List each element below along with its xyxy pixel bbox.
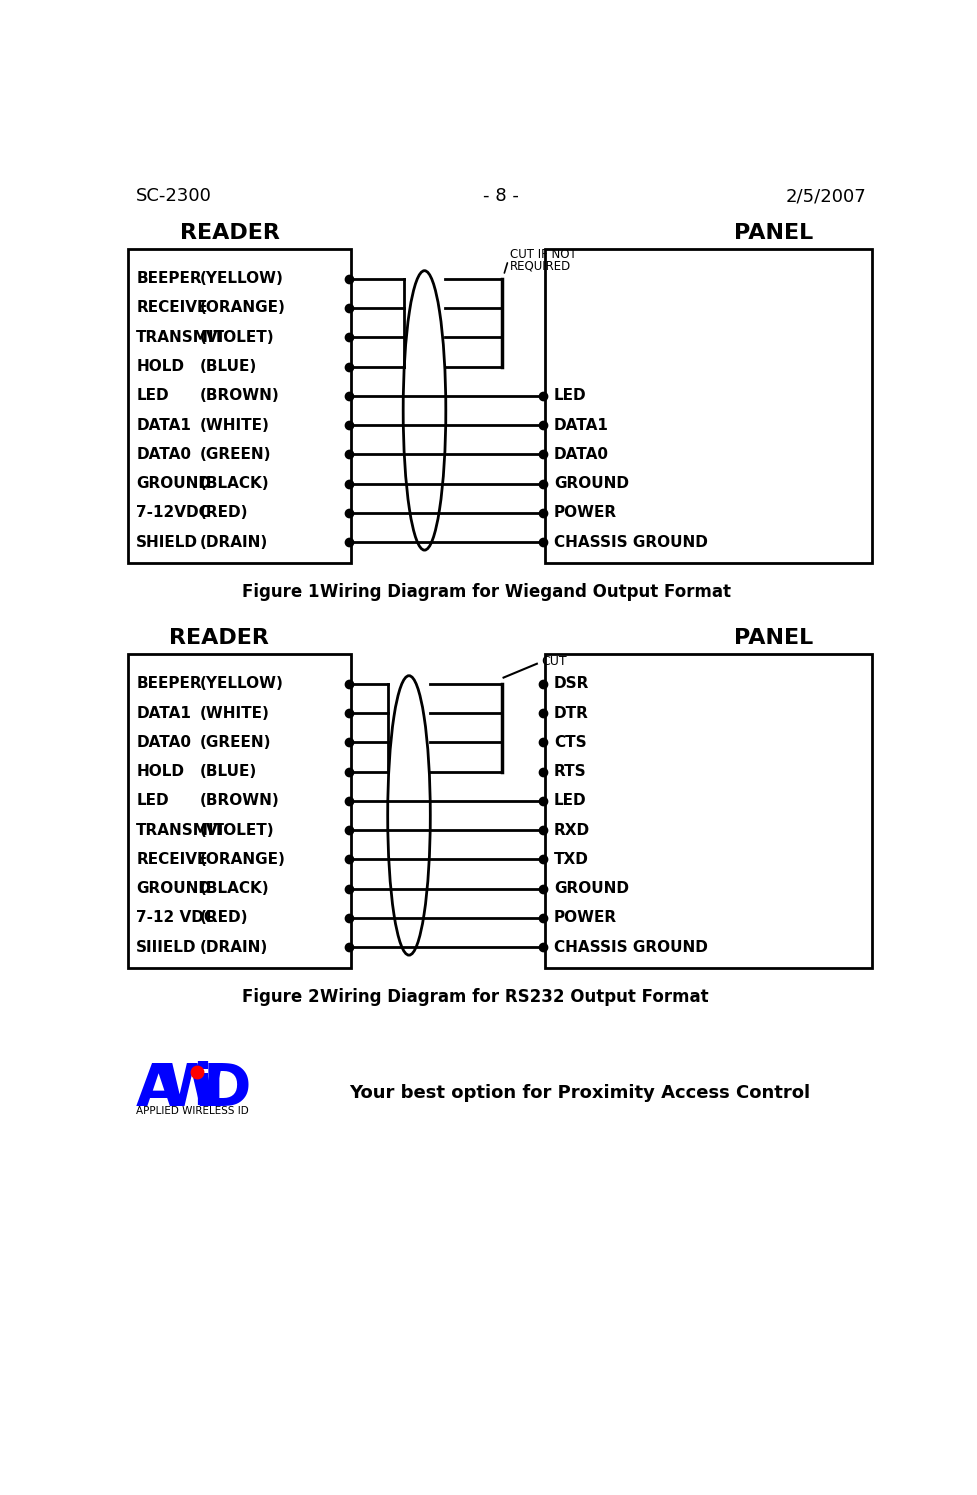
Text: POWER: POWER <box>553 910 616 925</box>
Text: (WHITE): (WHITE) <box>199 417 270 432</box>
Text: (VIOLET): (VIOLET) <box>199 822 275 837</box>
Text: (BROWN): (BROWN) <box>199 794 279 809</box>
Text: Figure 2: Figure 2 <box>242 988 319 1006</box>
Text: TRANSMIT: TRANSMIT <box>136 822 225 837</box>
Text: PANEL: PANEL <box>734 628 813 649</box>
Text: i: i <box>191 1061 212 1118</box>
Text: 7-12VDC: 7-12VDC <box>136 505 210 520</box>
Text: GROUND: GROUND <box>553 475 628 490</box>
Text: DSR: DSR <box>553 676 589 691</box>
Text: READER: READER <box>169 628 269 649</box>
Text: (YELLOW): (YELLOW) <box>199 271 283 286</box>
Text: CHASSIS GROUND: CHASSIS GROUND <box>553 535 707 550</box>
Text: Figure 1: Figure 1 <box>242 583 319 601</box>
Text: REQUIRED: REQUIRED <box>509 259 571 272</box>
Text: Wiring Diagram for Wiegand Output Format: Wiring Diagram for Wiegand Output Format <box>319 583 730 601</box>
Text: (BLACK): (BLACK) <box>199 475 269 490</box>
Text: (WHITE): (WHITE) <box>199 706 270 721</box>
Text: (RED): (RED) <box>199 505 248 520</box>
Text: LED: LED <box>136 794 169 809</box>
Text: GROUND: GROUND <box>136 475 211 490</box>
Text: (GREEN): (GREEN) <box>199 734 271 750</box>
Text: W: W <box>159 1061 224 1118</box>
Text: CUT: CUT <box>540 655 566 668</box>
Text: RECEIVE: RECEIVE <box>136 852 207 867</box>
Text: Wiring Diagram for RS232 Output Format: Wiring Diagram for RS232 Output Format <box>319 988 707 1006</box>
Bar <box>128 248 351 562</box>
Text: SIIIELD: SIIIELD <box>136 939 196 955</box>
Text: SC-2300: SC-2300 <box>136 187 212 205</box>
Text: CHASSIS GROUND: CHASSIS GROUND <box>553 939 707 955</box>
Text: HOLD: HOLD <box>136 359 184 374</box>
Text: CTS: CTS <box>553 734 586 750</box>
Text: (BLUE): (BLUE) <box>199 359 257 374</box>
Text: APPLIED WIRELESS ID: APPLIED WIRELESS ID <box>136 1106 249 1117</box>
Text: LED: LED <box>553 794 586 809</box>
Text: (BROWN): (BROWN) <box>199 389 279 404</box>
Text: BEEPER: BEEPER <box>136 271 201 286</box>
Text: DATA0: DATA0 <box>553 447 609 462</box>
Text: DATA1: DATA1 <box>136 706 191 721</box>
Text: DATA1: DATA1 <box>553 417 608 432</box>
Text: DATA1: DATA1 <box>136 417 191 432</box>
Text: (BLUE): (BLUE) <box>199 764 257 779</box>
Text: Your best option for Proximity Access Control: Your best option for Proximity Access Co… <box>349 1084 809 1102</box>
Text: DTR: DTR <box>553 706 588 721</box>
Text: (VIOLET): (VIOLET) <box>199 330 275 345</box>
Text: RXD: RXD <box>553 822 589 837</box>
Text: (RED): (RED) <box>199 910 248 925</box>
Text: (DRAIN): (DRAIN) <box>199 939 268 955</box>
Text: RTS: RTS <box>553 764 586 779</box>
Text: GROUND: GROUND <box>136 881 211 896</box>
Bar <box>128 653 351 967</box>
Text: 2/5/2007: 2/5/2007 <box>785 187 866 205</box>
Text: SHIELD: SHIELD <box>136 535 198 550</box>
Text: LED: LED <box>136 389 169 404</box>
Text: GROUND: GROUND <box>553 881 628 896</box>
Text: - 8 -: - 8 - <box>483 187 519 205</box>
Bar <box>544 653 871 967</box>
Text: LED: LED <box>553 389 586 404</box>
Text: HOLD: HOLD <box>136 764 184 779</box>
Text: (ORANGE): (ORANGE) <box>199 300 285 315</box>
Text: TXD: TXD <box>553 852 588 867</box>
Text: POWER: POWER <box>553 505 616 520</box>
Text: BEEPER: BEEPER <box>136 676 201 691</box>
Text: TRANSMIT: TRANSMIT <box>136 330 225 345</box>
Text: D: D <box>202 1061 251 1118</box>
Text: CUT IF NOT: CUT IF NOT <box>509 248 575 262</box>
Text: READER: READER <box>180 223 280 244</box>
Text: (ORANGE): (ORANGE) <box>199 852 285 867</box>
Text: (YELLOW): (YELLOW) <box>199 676 283 691</box>
Text: (DRAIN): (DRAIN) <box>199 535 268 550</box>
Text: PANEL: PANEL <box>734 223 813 244</box>
Text: 7-12 VDC: 7-12 VDC <box>136 910 215 925</box>
Text: DATA0: DATA0 <box>136 447 191 462</box>
Bar <box>544 248 871 562</box>
Text: (GREEN): (GREEN) <box>199 447 271 462</box>
Text: DATA0: DATA0 <box>136 734 191 750</box>
Text: RECEIVE: RECEIVE <box>136 300 207 315</box>
Text: A: A <box>136 1061 181 1118</box>
Text: (BLACK): (BLACK) <box>199 881 269 896</box>
